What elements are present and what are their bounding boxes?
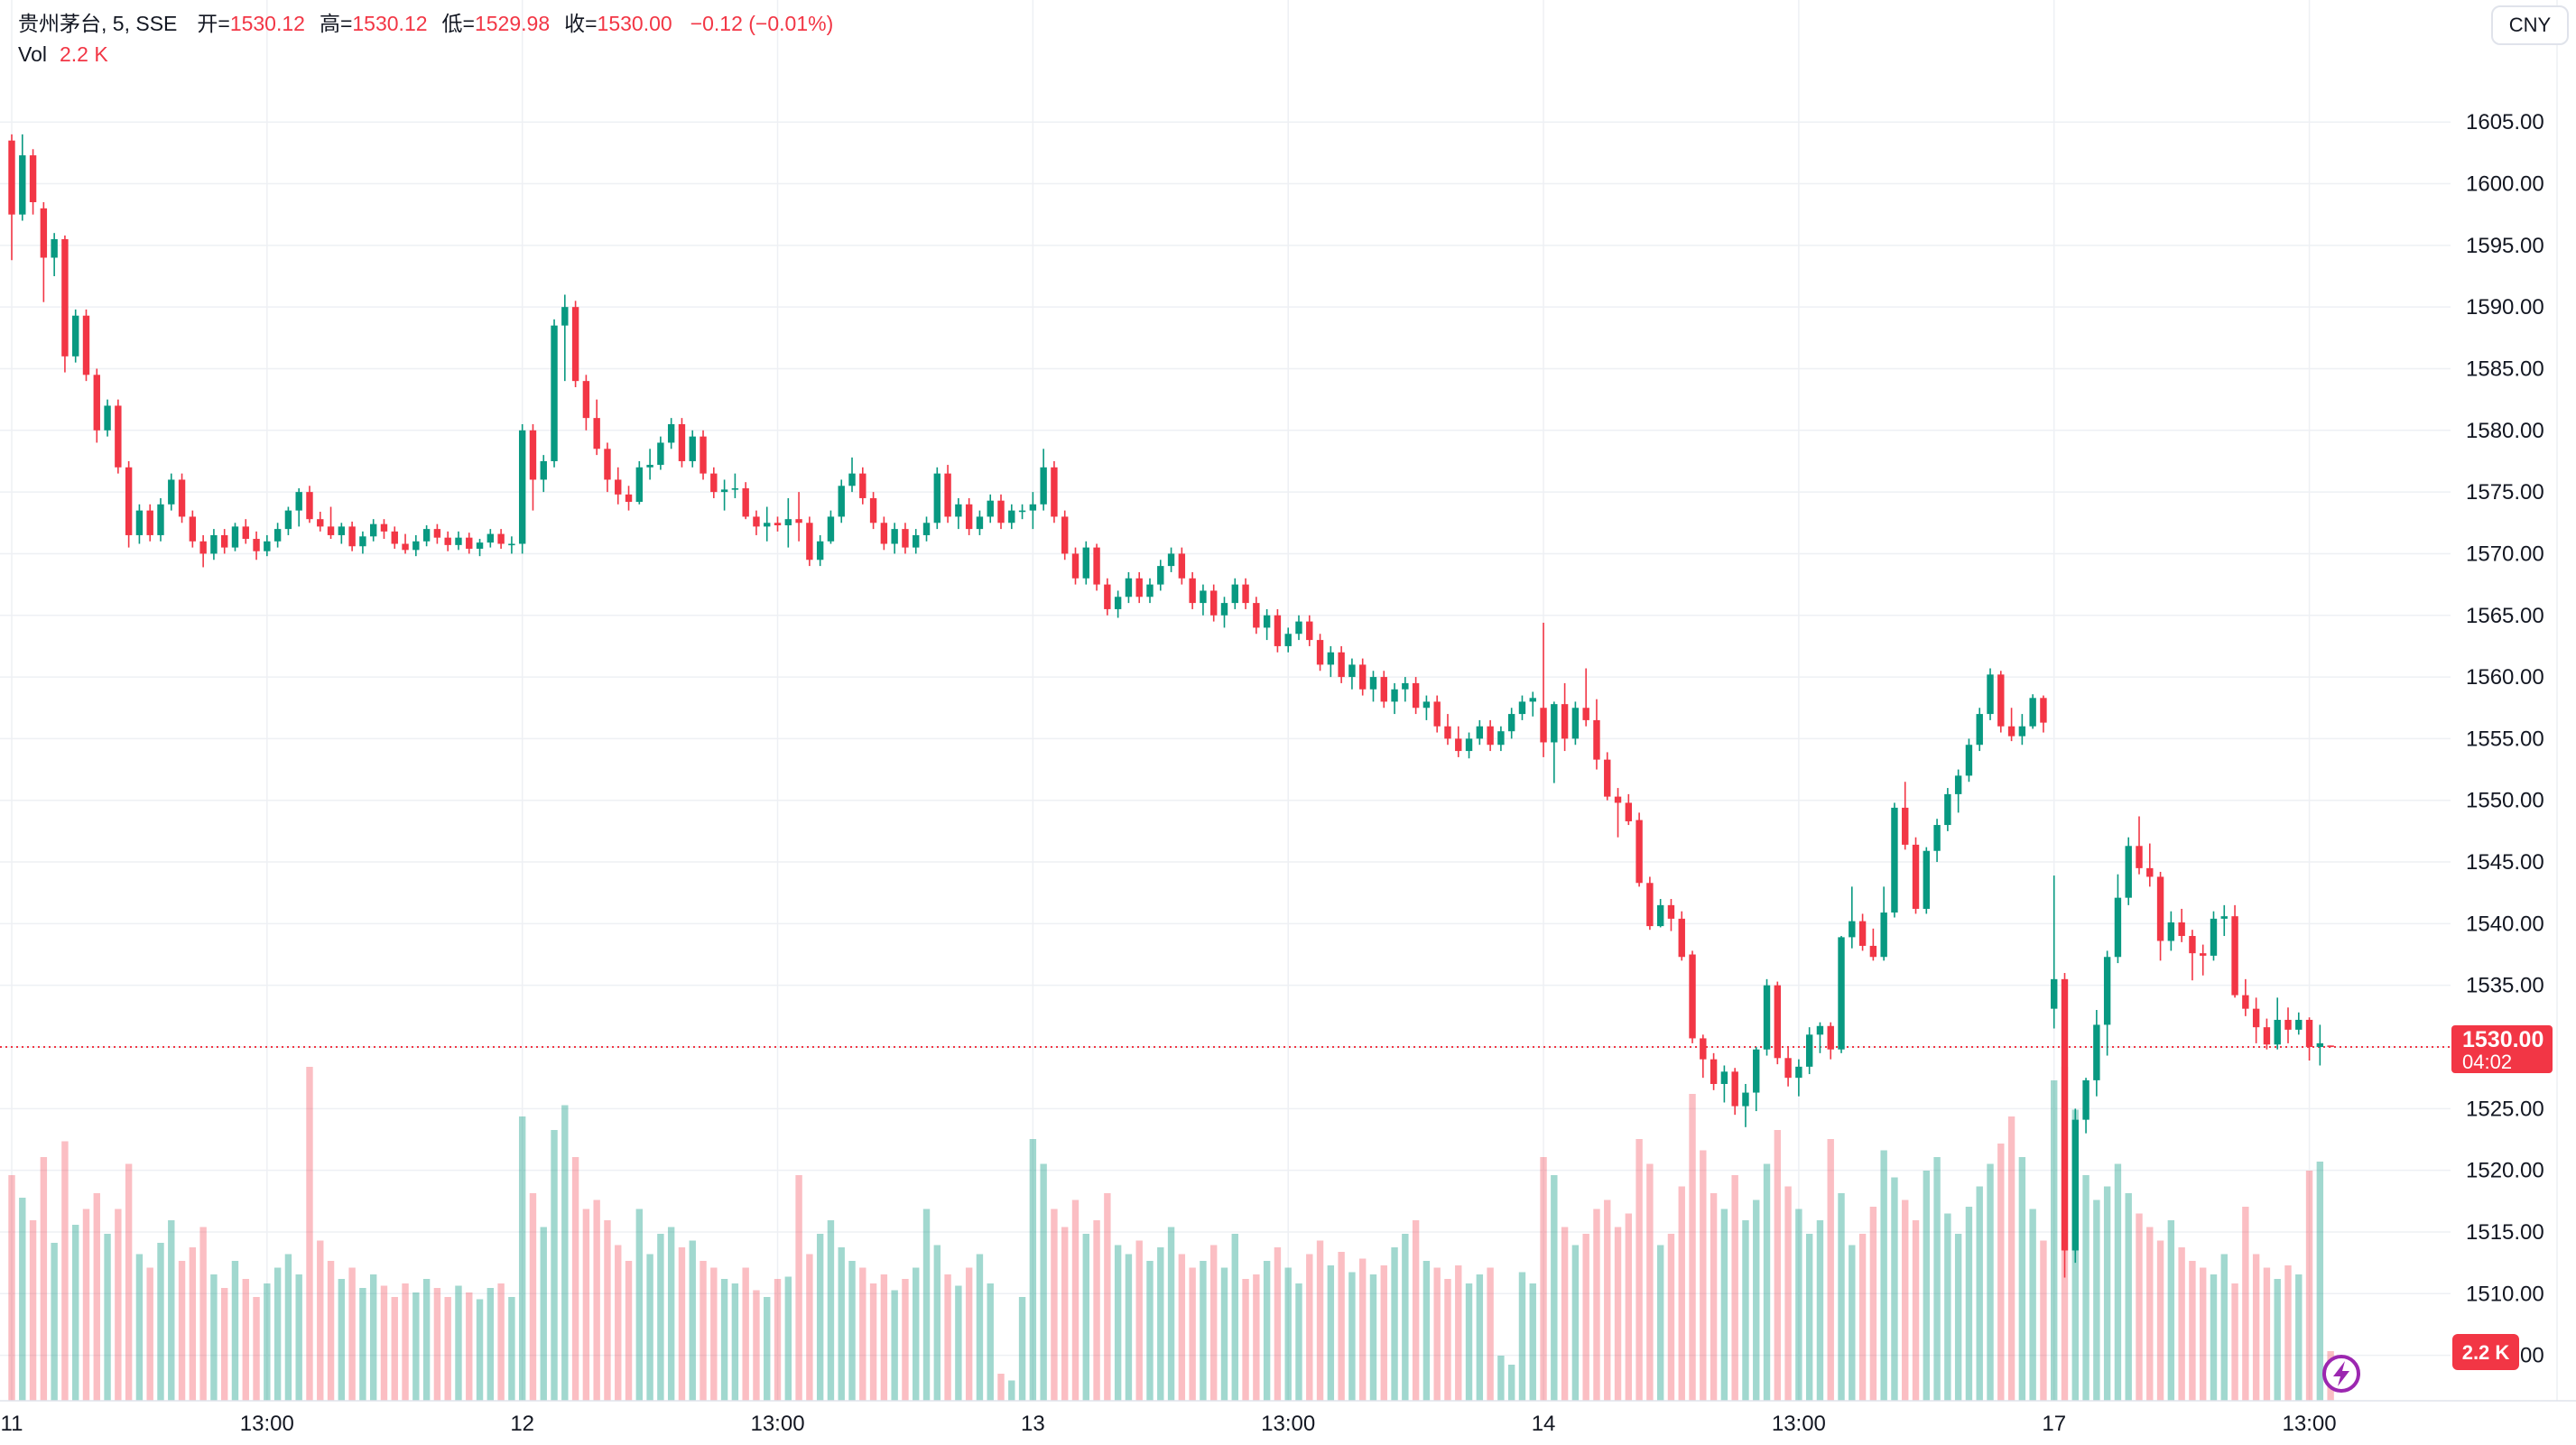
price-axis[interactable]: 1605.00 1600.00 1595.00 1590.00 1585.00 1580.… xyxy=(2466,110,2544,1367)
svg-text:1520.00: 1520.00 xyxy=(2466,1159,2544,1183)
svg-text:2.2 K: 2.2 K xyxy=(2462,1341,2510,1364)
low-label: 低= xyxy=(441,12,475,35)
svg-text:1595.00: 1595.00 xyxy=(2466,234,2544,258)
open-value: 1530.12 xyxy=(229,12,305,35)
svg-text:1510.00: 1510.00 xyxy=(2466,1282,2544,1306)
legend-volume-row: Vol 2.2 K xyxy=(18,40,833,69)
svg-text:1585.00: 1585.00 xyxy=(2466,357,2544,381)
high-value: 1530.12 xyxy=(352,12,428,35)
svg-text:12: 12 xyxy=(510,1412,534,1436)
volume-value: 2.2 K xyxy=(59,42,108,66)
svg-text:1560.00: 1560.00 xyxy=(2466,665,2544,690)
svg-text:13:00: 13:00 xyxy=(2283,1412,2337,1436)
time-axis[interactable]: 11 13:00 12 13:00 13 13:00 14 13:00 17 13:00 xyxy=(1,1412,2337,1436)
svg-text:1540.00: 1540.00 xyxy=(2466,912,2544,936)
svg-text:1550.00: 1550.00 xyxy=(2466,789,2544,813)
volume-label[interactable]: Vol xyxy=(18,42,47,66)
current-volume-badge: 2.2 K xyxy=(2452,1334,2519,1370)
svg-text:1515.00: 1515.00 xyxy=(2466,1220,2544,1245)
svg-text:1605.00: 1605.00 xyxy=(2466,110,2544,134)
symbol-title[interactable]: 贵州茅台, 5, SSE xyxy=(18,12,178,35)
high-label: 高= xyxy=(319,12,353,35)
svg-text:11: 11 xyxy=(1,1412,23,1436)
svg-text:1565.00: 1565.00 xyxy=(2466,604,2544,628)
svg-text:1590.00: 1590.00 xyxy=(2466,295,2544,320)
svg-text:1545.00: 1545.00 xyxy=(2466,850,2544,875)
currency-button[interactable]: CNY xyxy=(2491,5,2569,45)
volume-bars xyxy=(8,1067,2334,1401)
svg-text:1580.00: 1580.00 xyxy=(2466,419,2544,443)
svg-text:1575.00: 1575.00 xyxy=(2466,480,2544,505)
svg-text:13:00: 13:00 xyxy=(1261,1412,1315,1436)
close-label: 收= xyxy=(564,12,598,35)
svg-text:17: 17 xyxy=(2042,1412,2066,1436)
svg-text:1555.00: 1555.00 xyxy=(2466,727,2544,751)
svg-text:1530.00: 1530.00 xyxy=(2462,1027,2544,1052)
candlestick-series xyxy=(8,134,2334,1278)
lightning-button[interactable] xyxy=(2322,1355,2360,1393)
svg-text:1570.00: 1570.00 xyxy=(2466,542,2544,566)
open-label: 开= xyxy=(197,12,230,35)
svg-text:13:00: 13:00 xyxy=(1772,1412,1826,1436)
close-value: 1530.00 xyxy=(597,12,672,35)
svg-text:1535.00: 1535.00 xyxy=(2466,974,2544,998)
svg-text:13: 13 xyxy=(1021,1412,1045,1436)
low-value: 1529.98 xyxy=(474,12,551,35)
svg-text:14: 14 xyxy=(1532,1412,1556,1436)
change-value: −0.12 (−0.01%) xyxy=(690,12,834,35)
grid-lines xyxy=(0,0,2558,1401)
legend-ohlc-row: 贵州茅台, 5, SSE 开=1530.12 高=1530.12 低=1529.98 收… xyxy=(18,9,833,38)
svg-text:1525.00: 1525.00 xyxy=(2466,1097,2544,1121)
svg-text:13:00: 13:00 xyxy=(750,1412,804,1436)
chart-legend: 贵州茅台, 5, SSE 开=1530.12 高=1530.12 低=1529.98 收… xyxy=(18,9,833,69)
lightning-bolt-icon xyxy=(2333,1361,2349,1386)
svg-text:13:00: 13:00 xyxy=(240,1412,294,1436)
svg-text:04:02: 04:02 xyxy=(2462,1051,2512,1073)
svg-text:1600.00: 1600.00 xyxy=(2466,172,2544,197)
